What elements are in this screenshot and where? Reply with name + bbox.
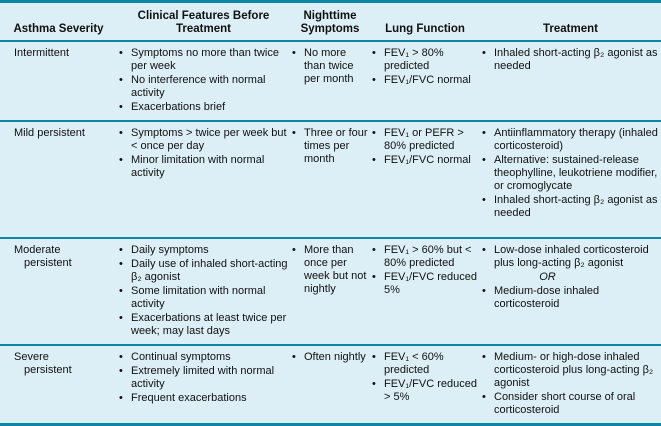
clinical-item: Frequent exacerbations [118,392,288,405]
row-intermittent: Intermittent Symptoms no more than twice… [0,41,661,121]
col-header-nighttime-symptoms: Nighttime Symptoms [290,1,370,42]
nighttime-list: Three or four times per month [291,127,368,166]
clinical-item: Symptoms no more than twice per week [118,47,288,73]
nighttime-list: Often nightly [291,351,368,364]
clinical-list: Daily symptoms Daily use of inhaled shor… [118,244,288,338]
nighttime-item: No more than twice per month [291,47,368,86]
moderate-nighttime-cell: More than once per week but not nightly [290,238,370,345]
lung-item: FEV₁/FVC normal [371,74,478,87]
col-header-treatment: Treatment [480,1,661,42]
treatment-item: Consider short course of oral corticoste… [481,391,659,417]
treatment-item: Antiinflammatory therapy (inhaled cortic… [481,127,659,153]
clinical-item: Minor limitation with normal activity [118,154,288,180]
clinical-item: No interference with normal activity [118,74,288,100]
nighttime-list: No more than twice per month [291,47,368,86]
clinical-item: Exacerbations at least twice per week; m… [118,312,288,338]
severity-label: Severe persistent [14,351,72,376]
intermittent-lung-cell: FEV₁ > 80% predicted FEV₁/FVC normal [370,41,480,121]
clinical-list: Continual symptoms Extremely limited wit… [118,351,288,405]
lung-list: FEV₁ or PEFR > 80% predicted FEV₁/FVC no… [371,127,478,167]
lung-item: FEV₁/FVC normal [371,154,478,167]
severe-nighttime-cell: Often nightly [290,345,370,425]
nighttime-item: Often nightly [291,351,368,364]
col-header-lung-function: Lung Function [370,1,480,42]
treatment-list: Medium- or high-dose inhaled corticoster… [481,351,659,417]
lung-item: FEV₁ < 60% predicted [371,351,478,377]
clinical-item: Daily use of inhaled short-acting β₂ ago… [118,258,288,284]
col-header-asthma-severity: Asthma Severity [0,1,117,42]
moderate-clinical-cell: Daily symptoms Daily use of inhaled shor… [117,238,290,345]
clinical-item: Some limitation with normal activity [118,285,288,311]
treatment-list: Low-dose inhaled corticosteroid plus lon… [481,244,659,311]
clinical-list: Symptoms no more than twice per week No … [118,47,288,114]
lung-item: FEV₁ > 80% predicted [371,47,478,73]
treatment-item: Inhaled short-acting β₂ agonist as neede… [481,194,659,220]
treatment-list: Antiinflammatory therapy (inhaled cortic… [481,127,659,220]
treatment-item: Alternative: sustained-release theophyll… [481,154,659,193]
intermittent-nighttime-cell: No more than twice per month [290,41,370,121]
clinical-item: Symptoms > twice per week but < once per… [118,127,288,153]
row-mild-persistent: Mild persistent Symptoms > twice per wee… [0,121,661,238]
lung-list: FEV₁ < 60% predicted FEV₁/FVC reduced > … [371,351,478,404]
nighttime-item: Three or four times per month [291,127,368,166]
mild-lung-cell: FEV₁ or PEFR > 80% predicted FEV₁/FVC no… [370,121,480,238]
treatment-list: Inhaled short-acting β₂ agonist as neede… [481,47,659,73]
clinical-item: Daily symptoms [118,244,288,257]
col-header-clinical-features: Clinical Features Before Treatment [117,1,290,42]
treatment-item: Medium-dose inhaled corticosteroid [481,285,659,311]
clinical-list: Symptoms > twice per week but < once per… [118,127,288,180]
lung-item: FEV₁ or PEFR > 80% predicted [371,127,478,153]
intermittent-treatment-cell: Inhaled short-acting β₂ agonist as neede… [480,41,661,121]
lung-list: FEV₁ > 60% but < 80% predicted FEV₁/FVC … [371,244,478,297]
clinical-item: Exacerbations brief [118,101,288,114]
mild-clinical-cell: Symptoms > twice per week but < once per… [117,121,290,238]
treatment-item: Medium- or high-dose inhaled corticoster… [481,351,659,390]
mild-treatment-cell: Antiinflammatory therapy (inhaled cortic… [480,121,661,238]
row-moderate-persistent: Moderate persistent Daily symptoms Daily… [0,238,661,345]
severity-label: Mild persistent [14,127,85,139]
treatment-item: Inhaled short-acting β₂ agonist as neede… [481,47,659,73]
clinical-item: Continual symptoms [118,351,288,364]
severe-treatment-cell: Medium- or high-dose inhaled corticoster… [480,345,661,425]
severity-label: Intermittent [14,47,70,59]
severe-clinical-cell: Continual symptoms Extremely limited wit… [117,345,290,425]
treatment-or-separator: OR [539,271,556,283]
lung-item: FEV₁ > 60% but < 80% predicted [371,244,478,270]
intermittent-clinical-cell: Symptoms no more than twice per week No … [117,41,290,121]
clinical-item: Extremely limited with normal activity [118,365,288,391]
nighttime-list: More than once per week but not nightly [291,244,368,296]
mild-nighttime-cell: Three or four times per month [290,121,370,238]
severity-label: Moderate persistent [14,244,72,269]
moderate-lung-cell: FEV₁ > 60% but < 80% predicted FEV₁/FVC … [370,238,480,345]
header-row: Asthma Severity Clinical Features Before… [0,1,661,42]
lung-list: FEV₁ > 80% predicted FEV₁/FVC normal [371,47,478,87]
treatment-item: Low-dose inhaled corticosteroid plus lon… [481,244,659,270]
lung-item: FEV₁/FVC reduced > 5% [371,378,478,404]
nighttime-item: More than once per week but not nightly [291,244,368,296]
severe-lung-cell: FEV₁ < 60% predicted FEV₁/FVC reduced > … [370,345,480,425]
moderate-treatment-cell: Low-dose inhaled corticosteroid plus lon… [480,238,661,345]
lung-item: FEV₁/FVC reduced 5% [371,271,478,297]
row-severe-persistent: Severe persistent Continual symptoms Ext… [0,345,661,425]
